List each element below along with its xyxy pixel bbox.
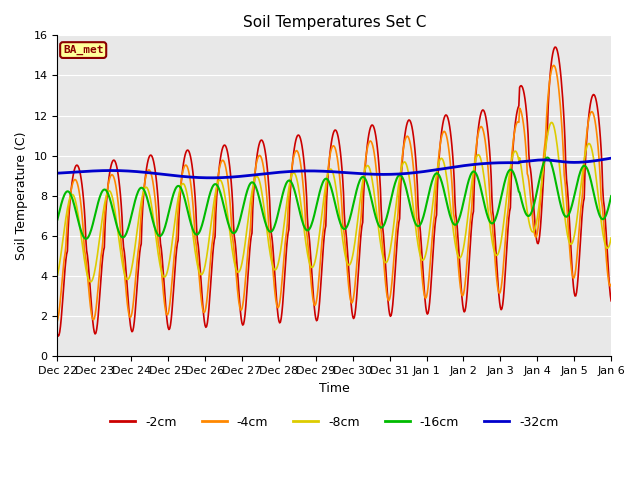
-16cm	[435, 172, 443, 178]
-2cm	[326, 147, 334, 153]
-4cm	[557, 113, 565, 119]
-8cm	[558, 187, 566, 192]
-8cm	[607, 235, 615, 240]
Line: -32cm: -32cm	[58, 158, 611, 178]
-4cm	[435, 159, 442, 165]
-4cm	[380, 256, 387, 262]
-8cm	[548, 120, 556, 125]
-8cm	[326, 166, 334, 172]
-2cm	[558, 85, 566, 91]
-16cm	[543, 155, 551, 160]
Line: -8cm: -8cm	[58, 122, 611, 282]
-32cm	[207, 175, 215, 180]
-16cm	[326, 182, 334, 188]
-8cm	[176, 188, 184, 193]
Y-axis label: Soil Temperature (C): Soil Temperature (C)	[15, 132, 28, 260]
-16cm	[380, 221, 388, 227]
-2cm	[607, 298, 615, 304]
-16cm	[200, 217, 207, 223]
-2cm	[551, 44, 559, 50]
Title: Soil Temperatures Set C: Soil Temperatures Set C	[243, 15, 426, 30]
-8cm	[200, 269, 207, 275]
-16cm	[176, 184, 184, 190]
-2cm	[176, 200, 184, 206]
-2cm	[54, 333, 62, 339]
-32cm	[326, 168, 334, 174]
-4cm	[175, 198, 183, 204]
-8cm	[54, 273, 61, 278]
-4cm	[607, 281, 615, 287]
-16cm	[607, 193, 615, 199]
-4cm	[550, 62, 557, 68]
Line: -16cm: -16cm	[58, 157, 611, 239]
Text: BA_met: BA_met	[63, 45, 104, 55]
-32cm	[607, 155, 615, 161]
Line: -2cm: -2cm	[58, 47, 611, 336]
-32cm	[199, 175, 207, 180]
-2cm	[435, 158, 443, 164]
-8cm	[380, 258, 388, 264]
-32cm	[557, 159, 565, 165]
-2cm	[54, 332, 61, 337]
Line: -4cm: -4cm	[58, 65, 611, 321]
-8cm	[435, 160, 443, 166]
-16cm	[558, 206, 566, 212]
-4cm	[326, 154, 333, 160]
-32cm	[54, 170, 61, 176]
-32cm	[175, 173, 183, 179]
-8cm	[86, 279, 94, 285]
-4cm	[199, 307, 207, 312]
-32cm	[380, 171, 388, 177]
X-axis label: Time: Time	[319, 382, 349, 395]
-16cm	[54, 217, 61, 223]
-2cm	[200, 311, 207, 317]
-16cm	[82, 236, 90, 242]
Legend: -2cm, -4cm, -8cm, -16cm, -32cm: -2cm, -4cm, -8cm, -16cm, -32cm	[105, 411, 563, 434]
-2cm	[380, 243, 388, 249]
-32cm	[435, 167, 443, 172]
-4cm	[54, 318, 61, 324]
